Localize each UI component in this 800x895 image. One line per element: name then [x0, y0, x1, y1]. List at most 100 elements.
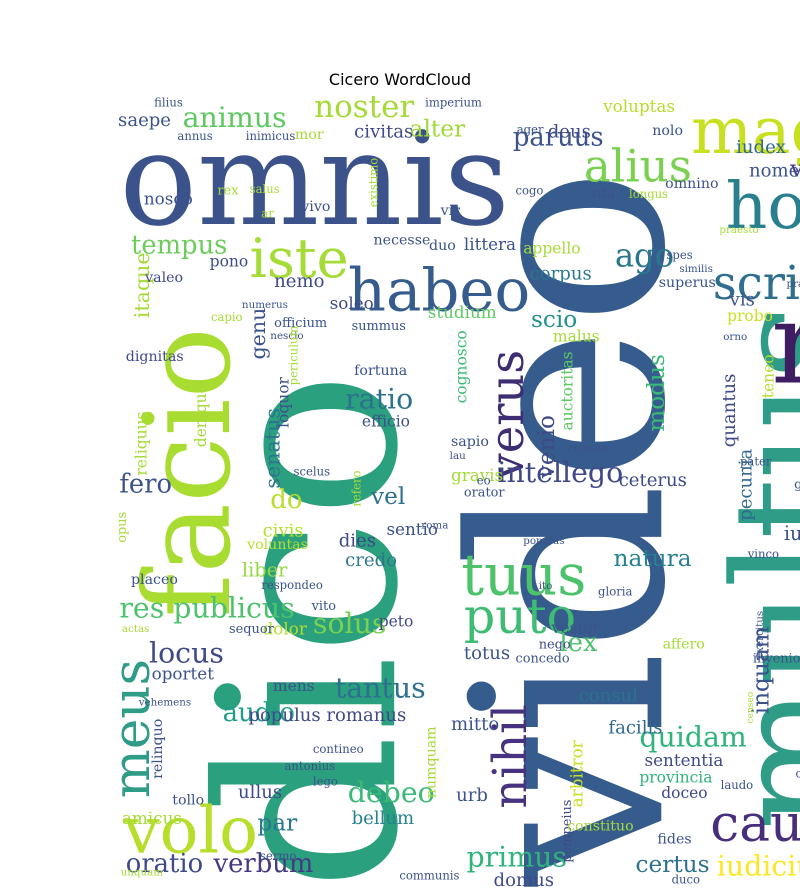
word-alter: alter [410, 115, 466, 142]
word-voluntas: voluntas [246, 537, 308, 553]
word-iu: iu [784, 522, 800, 545]
word-exercitus: exercitus [754, 611, 766, 659]
word-natura: natura [614, 545, 692, 572]
word-credo: credo [345, 550, 397, 571]
wordcloud-svg: dicovideomultusomnisfaciomagnusrehomoscr… [102, 95, 800, 891]
word-imperium: imperium [425, 96, 482, 110]
chart-title: Cicero WordCloud [328, 70, 472, 89]
word-superus: superus [659, 275, 716, 291]
word-orno: orno [723, 331, 747, 343]
word-probo: probo [727, 307, 773, 325]
word-contineo: contineo [313, 742, 364, 756]
word-gero: gero [794, 478, 800, 493]
word-vis: vis [729, 289, 755, 310]
word-saepe: saepe [118, 110, 171, 131]
word-capio: capio [211, 310, 243, 324]
word-quidam: quidam [639, 721, 747, 754]
word-gravis: gravis [451, 465, 503, 485]
word-constituo: constituo [567, 818, 634, 834]
word-nomen: nomen [749, 160, 800, 181]
word-vir: vir [440, 203, 461, 219]
word-mitto: mitto [451, 714, 499, 735]
word-locus: locus [149, 637, 224, 670]
word-valeo: valeo [144, 270, 183, 286]
word-soleo: soleo [330, 293, 374, 313]
word-senatus: senatus [260, 408, 284, 489]
word-numquam: numquam [423, 726, 439, 798]
word-populus: populus [523, 535, 564, 547]
word-existimo: existimo [366, 158, 380, 207]
word-rex: rex [217, 183, 239, 198]
word-sermo: sermo [260, 849, 296, 863]
word-reliquus: reliquus [132, 411, 150, 475]
word-res-publicus: res publicus [119, 592, 294, 625]
word-duco: duco [672, 872, 700, 886]
word-longus: longus [629, 187, 668, 201]
word-noster: noster [314, 95, 414, 125]
word-animus: animus [183, 101, 287, 134]
word-magnus: magnus [691, 95, 800, 169]
word-filius: filius [154, 96, 183, 110]
word-pater: pater [740, 454, 772, 468]
word-praetor: praetor [786, 278, 800, 290]
word-paruus: paruus [513, 122, 604, 152]
word-scio: scio [531, 306, 577, 333]
word-vito: vito [311, 599, 337, 614]
word-opus: opus [115, 512, 130, 543]
word-pono: pono [210, 253, 249, 271]
word-oportet: oportet [152, 664, 215, 684]
word-vester: vester [551, 619, 601, 637]
word-lau: lau [450, 450, 466, 462]
word-mor: mor [295, 127, 324, 143]
word-annus: annus [177, 129, 212, 143]
word-tollo: tollo [172, 793, 204, 809]
word-modus: modus [643, 354, 670, 432]
word-provincia: provincia [639, 769, 712, 787]
word-nescio: nescio [270, 330, 303, 342]
word-gloria: gloria [598, 585, 632, 599]
word-cogito: cogito [795, 767, 800, 781]
word-numerus: numerus [242, 299, 288, 311]
word-denique: denique [192, 384, 210, 447]
word-spes: spes [666, 248, 692, 262]
word-roma: roma [421, 520, 448, 532]
word-amicus: amicus [122, 808, 182, 828]
word-multus: multus [701, 302, 800, 830]
word-sapio: sapio [451, 434, 489, 450]
word-vita: vita [589, 187, 615, 202]
word-auctoritas: auctoritas [558, 351, 576, 430]
word-puto: puto [464, 587, 576, 645]
word-video: video [416, 167, 724, 890]
word-relinquo: relinquo [150, 719, 166, 779]
word-nihil: nihil [483, 704, 537, 808]
word-antonius: antonius [285, 759, 336, 773]
word-orator: orator [464, 485, 506, 500]
wordcloud-canvas: dicovideomultusomnisfaciomagnusrehomoscr… [100, 95, 800, 891]
word-nolo: nolo [652, 123, 683, 139]
word-tempus: tempus [131, 231, 227, 261]
word-do: do [270, 485, 302, 515]
word-voluptas: voluptas [602, 96, 675, 116]
word-studium: studium [428, 302, 497, 322]
word-lex: lex [559, 628, 598, 658]
word-domus: domus [494, 870, 554, 891]
word-necesse: necesse [374, 233, 431, 249]
word-pecunia: pecunia [736, 448, 757, 520]
word-iste: iste [250, 227, 349, 290]
word-communis: communis [399, 869, 459, 883]
word-ceterus: ceterus [619, 470, 687, 491]
word-malus: malus [553, 327, 600, 345]
word-ager: ager [517, 123, 544, 137]
word-inquam: inquam [747, 626, 774, 714]
word-primus: primus [466, 841, 567, 874]
word-omnis: omnis [119, 105, 510, 255]
word-vinco: vinco [747, 547, 779, 561]
word-littera: littera [464, 234, 516, 254]
word-ar: ar [261, 207, 274, 221]
word-totus: totus [464, 643, 510, 664]
word-vivo: vivo [300, 199, 330, 215]
word-genu: genu [246, 308, 270, 360]
word-cognosco: cognosco [452, 330, 470, 403]
word-tuus: tuus [461, 542, 586, 608]
word-sententia: sententia [645, 750, 724, 770]
